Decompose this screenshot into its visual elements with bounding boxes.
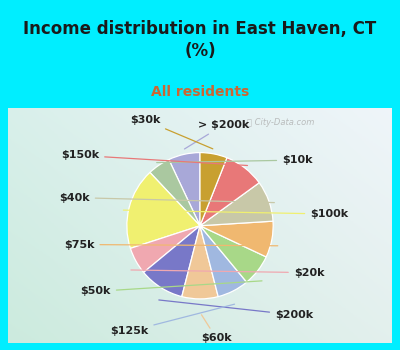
Wedge shape [200,226,247,296]
Wedge shape [200,226,266,282]
Wedge shape [144,226,200,296]
Text: $150k: $150k [61,150,248,166]
Text: All residents: All residents [151,85,249,99]
Text: $75k: $75k [64,239,278,250]
Text: $50k: $50k [80,281,262,296]
Text: $20k: $20k [131,268,324,278]
Text: ⓘ City-Data.com: ⓘ City-Data.com [247,118,314,127]
Wedge shape [200,183,273,226]
Wedge shape [150,160,200,226]
Wedge shape [127,173,200,248]
Wedge shape [169,153,200,226]
Text: Income distribution in East Haven, CT
(%): Income distribution in East Haven, CT (%… [23,20,377,60]
Wedge shape [200,158,259,226]
Text: $30k: $30k [130,115,213,149]
Text: $40k: $40k [59,193,274,203]
Wedge shape [200,221,273,257]
Text: $125k: $125k [110,304,234,336]
Text: $60k: $60k [201,315,232,343]
Wedge shape [130,226,200,272]
Wedge shape [200,153,227,226]
Text: $10k: $10k [157,155,312,165]
Wedge shape [182,226,218,299]
Text: $100k: $100k [123,209,348,219]
Text: $200k: $200k [159,300,313,320]
Text: > $200k: > $200k [184,120,249,149]
